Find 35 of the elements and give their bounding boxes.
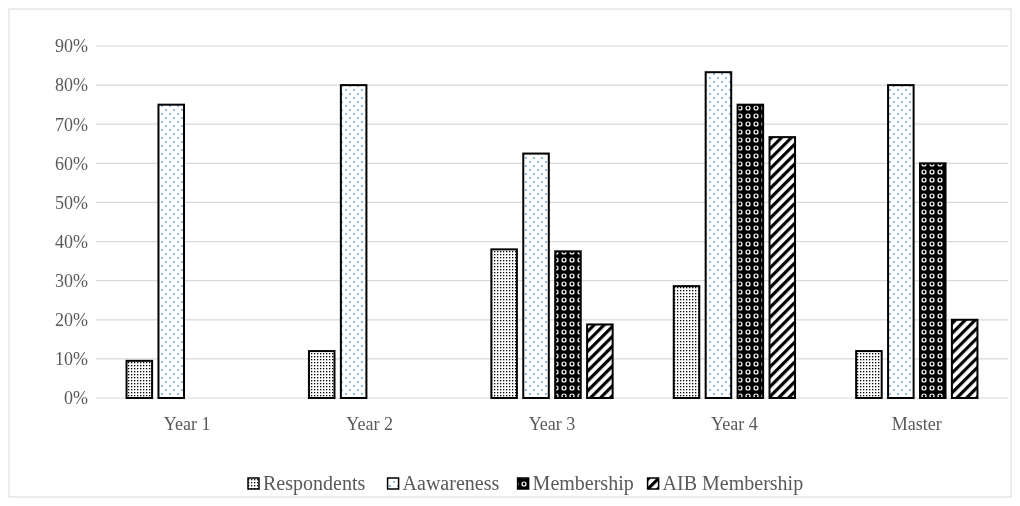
x-tick-label: Year 3 [528,414,576,434]
bar [855,350,883,399]
legend-label: Aawareness [402,472,500,494]
y-tick-label: 0% [64,388,88,409]
bar [339,84,368,399]
bar [125,359,154,399]
y-tick-label: 50% [55,192,88,213]
legend-label: AIB Membership [662,472,804,495]
y-tick-label: 70% [55,114,88,135]
y-tick-label: 20% [55,310,88,331]
x-tick-label: Master [891,414,942,434]
legend-label: Membership [532,472,634,495]
bar [490,248,518,399]
x-tick-label: Year 1 [163,414,211,434]
y-tick-label: 40% [55,231,88,252]
legend-label: Respondents [263,472,366,495]
bar [522,152,550,399]
bar [918,162,947,399]
x-tick-label: Year 2 [346,414,393,434]
bar [704,71,733,399]
bar [672,285,701,399]
bar [768,136,797,399]
y-tick-label: 30% [55,270,88,291]
bar [586,323,614,399]
bar [157,103,186,399]
bar [554,250,582,399]
x-tick-label: Year 4 [711,414,758,434]
y-tick-label: 10% [55,349,88,370]
bar [887,84,915,399]
bar [950,318,979,399]
y-tick-label: 80% [55,75,88,96]
y-tick-label: 60% [55,153,88,174]
y-tick-label: 90% [55,36,88,57]
bar [736,103,765,399]
bar [307,350,336,399]
